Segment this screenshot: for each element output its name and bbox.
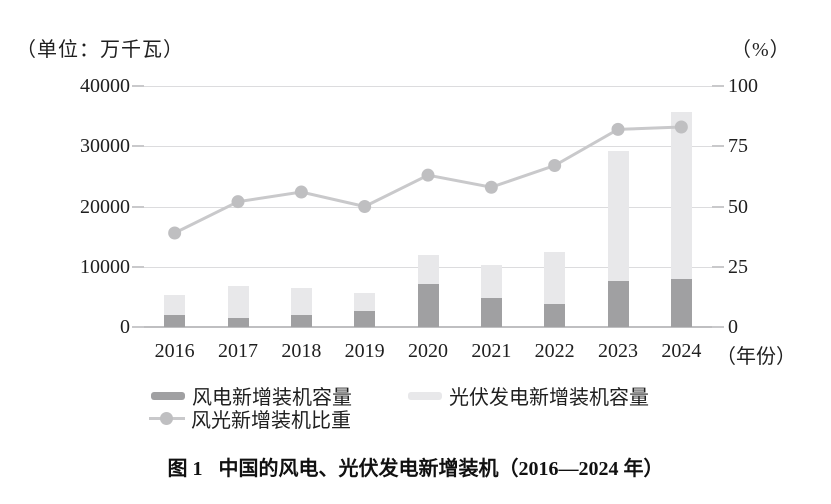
- wind-bar-swatch: [151, 391, 185, 400]
- left-axis-tick-mark: [132, 145, 144, 148]
- bar-wind-segment: [607, 281, 629, 327]
- right-axis-tick-label: 75: [728, 135, 748, 158]
- bar-wind-segment: [164, 315, 186, 327]
- x-axis-label: 2018: [281, 340, 322, 362]
- legend-label-solar: 光伏发电新增装机容量: [449, 387, 649, 409]
- right-axis-tick-mark: [712, 145, 724, 148]
- left-axis-tick-label: 0: [120, 316, 130, 338]
- figure-caption: 图 1 中国的风电、光伏发电新增装机（2016—2024 年）: [0, 452, 831, 481]
- bar-wind-segment: [544, 304, 566, 327]
- gridline: [143, 146, 713, 148]
- bar-wind-segment: [480, 298, 502, 327]
- left-axis-tick-mark: [132, 326, 144, 328]
- right-axis-tick-label: 50: [728, 195, 748, 218]
- solar-bar-swatch: [408, 391, 442, 400]
- x-axis-label: 2016: [154, 340, 195, 362]
- line-swatch-marker-icon: [160, 412, 173, 425]
- bar-wind-segment: [227, 317, 249, 327]
- x-axis-label: 2017: [218, 340, 258, 362]
- bar-solar-segment: [670, 111, 692, 279]
- x-axis-label: 2022: [534, 340, 575, 362]
- right-axis-tick-label: 0: [728, 316, 738, 338]
- bar-wind-segment: [670, 278, 692, 327]
- share-line-marker: [421, 168, 435, 182]
- legend-label-wind: 风电新增装机容量: [192, 387, 352, 409]
- left-axis-tick-mark: [132, 85, 144, 87]
- share-line-marker: [484, 180, 498, 194]
- right-axis-tick-mark: [712, 326, 724, 328]
- left-axis-tick-label: 20000: [80, 195, 130, 218]
- right-axis-tick-mark: [712, 85, 724, 87]
- bar-wind-segment: [290, 314, 312, 327]
- left-axis-tick-mark: [132, 265, 144, 268]
- x-axis-label: 2024: [661, 340, 702, 362]
- right-axis-tick-mark: [712, 265, 724, 268]
- gridline: [143, 86, 713, 87]
- right-axis-tick-mark: [712, 205, 724, 208]
- bar-solar-segment: [544, 251, 566, 305]
- left-axis-tick-label: 10000: [80, 255, 130, 278]
- bar-solar-segment: [227, 285, 249, 318]
- bar-solar-segment: [354, 293, 376, 312]
- left-axis-tick-mark: [132, 205, 144, 208]
- x-axis-label: 2020: [408, 340, 448, 362]
- caption-text: 中国的风电、光伏发电新增装机（2016—2024 年）: [218, 458, 664, 480]
- legend-item-share: 风光新增装机比重: [149, 404, 351, 433]
- legend-item-wind: 风电新增装机容量: [151, 381, 352, 410]
- bar-solar-segment: [607, 150, 629, 282]
- share-line-swatch: [149, 412, 185, 425]
- bar-solar-segment: [480, 265, 502, 299]
- bar-wind-segment: [417, 283, 439, 327]
- left-axis-tick-label: 30000: [80, 135, 130, 158]
- x-axis-unit-label: （年份）: [716, 346, 796, 368]
- bar-solar-segment: [290, 287, 312, 315]
- bar-solar-segment: [164, 294, 186, 316]
- x-axis-baseline: [143, 326, 713, 328]
- right-axis-tick-label: 25: [728, 255, 748, 278]
- bar-wind-segment: [354, 311, 376, 327]
- share-line: [174, 125, 682, 235]
- x-axis-label: 2023: [598, 340, 638, 362]
- left-axis-tick-label: 40000: [80, 75, 130, 97]
- share-line-marker: [611, 122, 625, 136]
- share-line-marker: [294, 185, 308, 199]
- x-axis-label: 2021: [471, 340, 512, 362]
- x-axis-label: 2019: [344, 340, 385, 362]
- share-line-marker: [548, 159, 562, 173]
- bar-solar-segment: [417, 254, 439, 284]
- caption-prefix: 图 1: [167, 458, 203, 480]
- legend-item-solar: 光伏发电新增装机容量: [408, 381, 649, 410]
- right-axis-title: （%）: [731, 39, 791, 61]
- share-line-marker: [168, 226, 182, 240]
- right-axis-tick-label: 100: [728, 75, 758, 97]
- left-axis-title: （单位：万千瓦）: [16, 39, 184, 61]
- legend-label-share: 风光新增装机比重: [191, 410, 351, 432]
